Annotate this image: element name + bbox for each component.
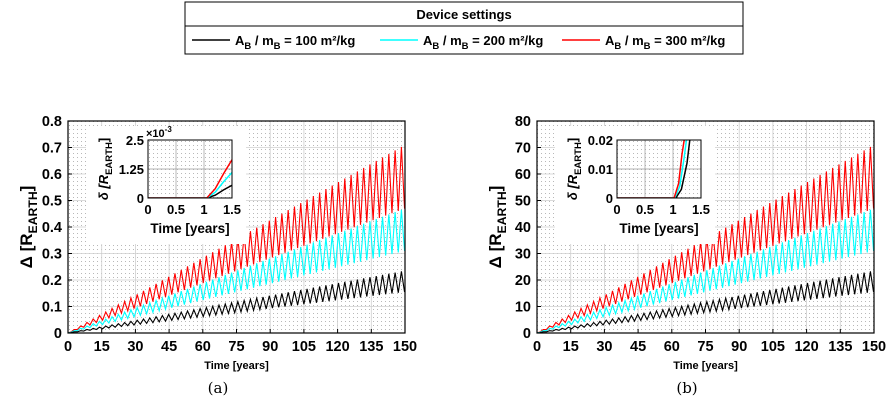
x-tick-label-0: 0 [64,339,72,355]
inset-y-axis-label: δ [REARTH] [96,138,115,200]
inset-chart: 0 0.5 1 1.5 0 0.01 0.02 Time [years] δ [REARTH] [555,126,715,244]
x-tick-label-6: 90 [262,339,278,355]
x-tick-label-8: 120 [325,339,349,355]
panel-caption: (b) [676,379,697,397]
inset-series-line-2 [617,139,688,198]
y-tick-label-2: 20 [515,273,531,289]
y-tick-label-2: 0.2 [42,273,62,289]
series-line-2 [68,209,405,333]
inset-y-tick-label-2: 0.02 [588,133,613,148]
x-axis-label: Time [years] [673,360,738,372]
inset-x-tick-label-1: 0.5 [167,202,185,217]
inset-x-tick-label-1: 0.5 [636,202,654,217]
y-tick-label-3: 30 [515,247,531,263]
series-line-3 [537,146,874,333]
x-tick-label-5: 75 [697,339,713,355]
y-tick-label-0: 0 [54,326,62,342]
legend-box [184,1,744,55]
y-tick-label-5: 0.5 [42,194,62,210]
inset-series-line-1 [617,139,691,198]
legend: Device settings AB / mB = 100 m²/kg AB / … [184,1,744,55]
y-tick-label-3: 0.3 [42,247,62,263]
inset-x-tick-label-2: 1 [200,202,207,217]
x-tick-label-4: 60 [195,339,211,355]
series-line-1 [68,271,405,333]
y-tick-label-4: 0.4 [42,220,62,236]
inset-axes-box [147,139,233,199]
inset-x-tick-label-0: 0 [613,202,620,217]
series-group [537,146,874,333]
legend-entry-3: AB / mB = 300 m²/kg [605,33,725,52]
x-tick-label-10: 150 [393,339,417,355]
y-tick-label-6: 0.6 [42,167,62,183]
x-tick-label-7: 105 [761,339,785,355]
y-tick-label-1: 0.1 [42,300,62,316]
x-tick-label-7: 105 [292,339,316,355]
x-tick-label-3: 45 [630,339,646,355]
legend-entry-1: AB / mB = 100 m²/kg [235,33,355,52]
inset-y-axis-label: δ [REARTH] [565,138,584,200]
y-tick-label-1: 10 [515,300,531,316]
inset-y-tick-label-1: 1.25 [119,162,144,177]
series-group [68,146,405,333]
inset-y-tick-label-2: 2.5 [126,133,144,148]
inset-x-tick-label-2: 1 [669,202,676,217]
inset-series-line-1 [148,184,232,198]
y-tick-label-4: 40 [515,220,531,236]
y-tick-label-7: 70 [515,141,531,157]
series-line-3 [68,146,405,333]
inset-y-tick-label-0: 0 [137,191,144,206]
x-tick-label-9: 135 [359,339,383,355]
x-tick-label-0: 0 [533,339,541,355]
legend-entry-2: AB / mB = 200 m²/kg [423,33,543,52]
x-tick-label-6: 90 [731,339,747,355]
inset-x-axis-label: Time [years] [150,221,229,236]
x-tick-label-8: 120 [794,339,818,355]
x-tick-label-2: 30 [596,339,612,355]
inset-series-group [148,159,232,198]
inset-series-line-2 [148,171,232,198]
x-tick-label-3: 45 [161,339,177,355]
inset-x-tick-label-3: 1.5 [223,202,241,217]
inset-exponent-label: ×10-3 [146,125,172,140]
y-tick-label-0: 0 [523,326,531,342]
inset-y-tick-label-1: 0.01 [588,162,613,177]
x-axis-label: Time [years] [204,360,269,372]
x-tick-label-5: 75 [228,339,244,355]
inset-chart: 0 0.5 1 1.5 0 1.25 2.5 Time [years] δ [REARTH] ×1… [86,125,246,244]
series-line-2 [537,209,874,333]
chart-panel-1: 0 15 30 45 60 75 90 105 120 135 150 0 0.1 0.2 0.3 0.4 0.… [17,114,417,397]
x-tick-label-1: 15 [563,339,579,355]
legend-title: Device settings [416,7,511,22]
chart-panel-2: 0 15 30 45 60 75 90 105 120 135 150010203040506070… [486,114,886,397]
inset-series-line-3 [148,159,232,198]
series-line-1 [537,271,874,333]
y-tick-label-7: 0.7 [42,141,62,157]
y-tick-label-6: 60 [515,167,531,183]
inset-series-line-3 [617,139,685,198]
inset-y-tick-label-0: 0 [606,191,613,206]
x-tick-label-9: 135 [828,339,852,355]
y-axis-label: Δ [REARTH] [17,186,40,269]
y-tick-label-5: 50 [515,194,531,210]
y-tick-label-8: 0.8 [42,114,62,130]
x-tick-label-10: 150 [862,339,886,355]
x-tick-label-4: 60 [664,339,680,355]
inset-x-tick-label-0: 0 [144,202,151,217]
x-tick-label-1: 15 [94,339,110,355]
y-axis-label: Δ [REARTH] [486,186,509,269]
panel-caption: (a) [208,379,229,397]
inset-x-tick-label-3: 1.5 [692,202,710,217]
inset-series-group [617,139,691,198]
inset-x-axis-label: Time [years] [619,221,698,236]
x-tick-label-2: 30 [127,339,143,355]
y-tick-label-8: 80 [515,114,531,130]
inset-axes-box [616,139,702,199]
